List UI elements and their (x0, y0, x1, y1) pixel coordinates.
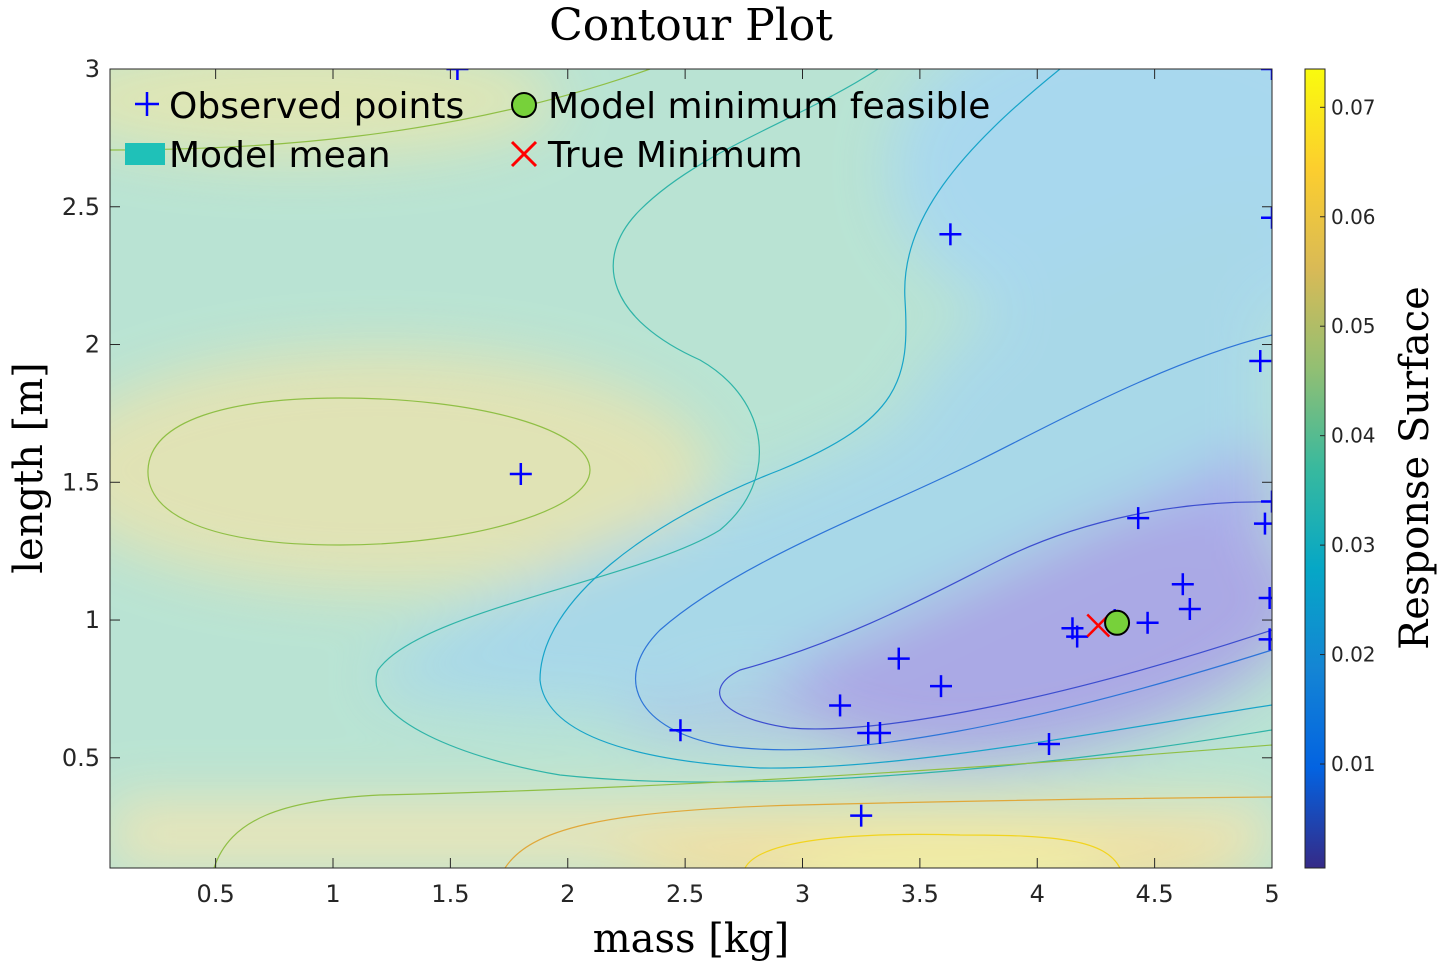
colorbar: 0.01 0.02 0.03 0.04 0.05 0.06 0.07 Response Su… (1304, 68, 1438, 869)
legend-entry-min-feasible: Model minimum feasible (511, 86, 990, 127)
observed-point (1261, 206, 1272, 229)
x-axis: 0.5 1 1.5 2 2.5 3 3.5 4 4.5 5 (197, 69, 1280, 908)
observed-point (1171, 573, 1194, 596)
y-axis-label: length [m] (6, 362, 52, 574)
colorbar-gradient (1304, 68, 1326, 869)
plot-frame (109, 68, 1273, 869)
contour-line-inner-2 (719, 501, 1272, 730)
legend-entry-model-mean: Model mean (125, 135, 391, 176)
observed-point (930, 675, 953, 698)
contour-line-upper-mid (375, 69, 1272, 783)
x-tick-label: 0.5 (197, 880, 235, 908)
observed-point (669, 719, 692, 742)
observed-point (1261, 490, 1272, 513)
model-minimum-marker (1104, 609, 1131, 636)
observed-point (509, 463, 532, 486)
contour-line-inner-1 (634, 334, 1272, 751)
legend-label-true-min: True Minimum (547, 135, 803, 176)
observed-point (1253, 512, 1272, 535)
y-tick-label: 2.5 (62, 193, 100, 221)
contour-line-bottom-2 (504, 796, 1272, 868)
observed-point (1066, 625, 1089, 648)
observed-point (887, 647, 910, 670)
observed-point (1127, 507, 1150, 530)
y-tick-label: 1.5 (62, 468, 100, 496)
legend-entry-true-min: True Minimum (510, 135, 803, 176)
contour-lines (110, 69, 1272, 868)
surface-fill (110, 69, 1272, 868)
x-axis-label: mass [kg] (593, 916, 790, 962)
observed-point (1258, 628, 1272, 651)
contour-line-bottom-1 (213, 744, 1272, 868)
colorbar-tick-label: 0.07 (1331, 95, 1376, 119)
colorbar-tick-label: 0.01 (1331, 752, 1376, 776)
x-tick-label: 5 (1264, 880, 1279, 908)
legend-entry-observed: Observed points (135, 86, 464, 127)
legend: Observed points Model minimum feasible M… (125, 86, 990, 176)
observed-point (1178, 598, 1201, 621)
observed-point (868, 721, 891, 744)
x-tick-label: 2 (560, 880, 575, 908)
contour-line-bottom-3 (744, 833, 1121, 868)
colorbar-tick-label: 0.02 (1331, 643, 1376, 667)
y-tick-label: 2 (85, 331, 100, 359)
observed-point (850, 804, 873, 827)
plot-area (110, 69, 1272, 868)
legend-label-model-mean: Model mean (169, 135, 391, 176)
y-axis: 0.5 1 1.5 2 2.5 3 (62, 55, 1272, 772)
x-tick-label: 4.5 (1136, 880, 1174, 908)
x-tick-label: 4 (1030, 880, 1045, 908)
colorbar-label: Response Surface (1392, 286, 1438, 650)
contour-line-top-left (110, 69, 651, 151)
y-tick-label: 0.5 (62, 744, 100, 772)
legend-label-observed: Observed points (169, 86, 464, 127)
colorbar-tick-label: 0.03 (1331, 533, 1376, 557)
patch-marker-icon (125, 143, 165, 165)
colorbar-tick-label: 0.06 (1331, 205, 1376, 229)
y-tick-label: 3 (85, 55, 100, 83)
observed-point (1136, 611, 1159, 634)
circle-marker-icon (511, 92, 537, 118)
x-tick-label: 3 (795, 880, 810, 908)
observed-point (939, 223, 962, 246)
observed-point (1258, 586, 1272, 609)
chart-title: Contour Plot (549, 0, 833, 51)
observed-point (1249, 350, 1272, 373)
contour-line-high-center (147, 397, 591, 546)
observed-point (446, 69, 469, 80)
y-tick-label: 1 (85, 606, 100, 634)
markers-layer (446, 69, 1272, 827)
x-tick-label: 3.5 (901, 880, 939, 908)
x-tick-label: 1.5 (431, 880, 469, 908)
x-marker-icon-2 (510, 140, 538, 168)
x-tick-label: 1 (325, 880, 340, 908)
colorbar-tick-label: 0.05 (1331, 314, 1376, 338)
contour-line-low-mid (539, 69, 1272, 769)
x-tick-label: 2.5 (666, 880, 704, 908)
legend-label-min-feasible: Model minimum feasible (548, 86, 990, 127)
colorbar-tick-label: 0.04 (1331, 424, 1376, 448)
observed-point (1037, 733, 1060, 756)
observed-point (829, 694, 852, 717)
colorbar-ticks: 0.01 0.02 0.03 0.04 0.05 0.06 0.07 (1320, 95, 1376, 776)
